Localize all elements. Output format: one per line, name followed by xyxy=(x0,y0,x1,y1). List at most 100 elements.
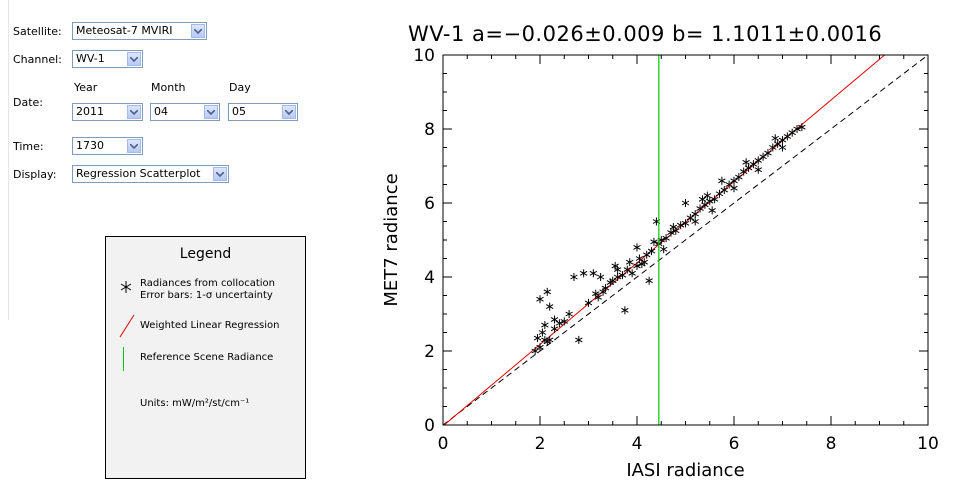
scatter-point xyxy=(691,210,699,219)
month-label: Month xyxy=(151,81,186,94)
year-select-value: 2011 xyxy=(76,105,104,118)
scatter-point xyxy=(739,167,748,176)
reference-line-icon xyxy=(123,347,124,371)
chevron-down-icon[interactable] xyxy=(213,167,227,181)
scatter-point xyxy=(686,213,695,222)
scatter-point xyxy=(621,306,629,315)
scatter-point xyxy=(531,347,539,355)
scatter-point xyxy=(640,258,649,267)
left-edge-line xyxy=(8,0,9,320)
chevron-down-icon[interactable] xyxy=(282,105,296,119)
scatter-point xyxy=(754,156,762,165)
scatter-point xyxy=(701,200,709,209)
scatter-point xyxy=(575,335,583,344)
y-tick-label: 6 xyxy=(424,194,435,214)
scatter-point xyxy=(698,195,707,204)
x-tick-label: 8 xyxy=(826,434,837,454)
scatter-point xyxy=(545,302,554,311)
legend-box: Legend Radiances from collocation Error … xyxy=(105,236,306,479)
scatter-point xyxy=(669,223,678,232)
satellite-label: Satellite: xyxy=(13,25,62,38)
scatter-point xyxy=(606,278,615,287)
day-select[interactable]: 05 xyxy=(228,103,298,121)
scatter-point xyxy=(645,276,653,285)
scatter-point xyxy=(584,298,593,307)
scatter-point xyxy=(703,191,712,200)
legend-item-regression: Weighted Linear Regression xyxy=(140,320,280,331)
channel-select[interactable]: WV-1 xyxy=(72,50,143,68)
x-tick-label: 10 xyxy=(917,434,939,454)
scatter-point xyxy=(560,317,568,326)
legend-units: Units: mW/m²/st/cm⁻¹ xyxy=(140,398,250,409)
time-select-value: 1730 xyxy=(76,139,104,152)
scatter-point xyxy=(749,160,758,169)
scatter-point xyxy=(681,219,690,228)
month-select[interactable]: 04 xyxy=(150,103,220,121)
scatter-point xyxy=(635,254,644,263)
scatter-point xyxy=(715,189,724,198)
scatter-point xyxy=(550,324,559,333)
scatter-point xyxy=(773,139,782,148)
regression-line-icon xyxy=(119,314,135,338)
scatter-point xyxy=(764,149,772,158)
scatter-point xyxy=(570,273,578,281)
y-tick-label: 2 xyxy=(424,342,435,362)
scatter-point xyxy=(676,221,685,230)
time-select[interactable]: 1730 xyxy=(72,137,143,155)
scatter-point xyxy=(613,273,622,281)
scatter-point xyxy=(536,343,544,352)
scatter-point xyxy=(596,273,605,281)
scatter-point xyxy=(550,315,559,324)
satellite-select[interactable]: Meteosat-7 MVIRI xyxy=(72,22,207,40)
plot-title: WV-1 a=−0.026±0.009 b= 1.1011±0.0016 xyxy=(408,22,883,46)
scatter-point xyxy=(594,293,602,302)
scatter-point xyxy=(730,184,738,193)
date-label: Date: xyxy=(13,96,43,109)
y-tick-label: 8 xyxy=(424,120,435,140)
scatter-point xyxy=(541,321,549,330)
scatter-point xyxy=(769,143,777,152)
scatter-point xyxy=(642,250,651,259)
scatter-point xyxy=(754,165,762,174)
chevron-down-icon[interactable] xyxy=(191,24,205,38)
x-axis-label: IASI radiance xyxy=(626,460,744,481)
scatter-point xyxy=(742,158,750,167)
scatter-point xyxy=(667,228,675,237)
scatter-point xyxy=(681,199,690,207)
scatter-point xyxy=(710,195,719,204)
chevron-down-icon[interactable] xyxy=(204,105,218,119)
scatter-point xyxy=(696,204,704,213)
day-select-value: 05 xyxy=(232,105,246,118)
display-label: Display: xyxy=(13,168,57,181)
scatter-point xyxy=(543,287,552,296)
chevron-down-icon[interactable] xyxy=(127,105,141,119)
scatter-point xyxy=(579,269,588,278)
scatter-point xyxy=(735,173,743,182)
regression-line xyxy=(443,55,885,425)
chevron-down-icon[interactable] xyxy=(127,52,141,66)
day-label: Day xyxy=(229,81,251,94)
scatter-point xyxy=(798,123,806,132)
x-tick-label: 6 xyxy=(729,434,740,454)
scatter-point xyxy=(788,128,796,137)
year-select[interactable]: 2011 xyxy=(72,103,143,121)
legend-title: Legend xyxy=(179,246,232,262)
y-tick-label: 10 xyxy=(413,46,435,66)
satellite-select-value: Meteosat-7 MVIRI xyxy=(76,24,173,37)
y-axis-label: MET7 radiance xyxy=(381,173,402,306)
scatter-point xyxy=(725,180,733,189)
x-tick-label: 2 xyxy=(535,434,546,454)
scatter-point xyxy=(708,206,716,215)
scatter-point xyxy=(623,265,632,274)
chevron-down-icon[interactable] xyxy=(127,139,141,153)
scatter-point xyxy=(613,265,622,274)
scatter-point xyxy=(730,176,738,185)
scatter-point xyxy=(691,217,699,226)
scatter-point xyxy=(625,258,634,267)
scatter-point xyxy=(720,186,729,195)
scatter-point xyxy=(759,152,767,161)
display-select[interactable]: Regression Scatterplot xyxy=(72,165,229,183)
display-select-value: Regression Scatterplot xyxy=(76,167,201,180)
year-label: Year xyxy=(74,81,98,94)
scatter-point xyxy=(589,269,598,278)
